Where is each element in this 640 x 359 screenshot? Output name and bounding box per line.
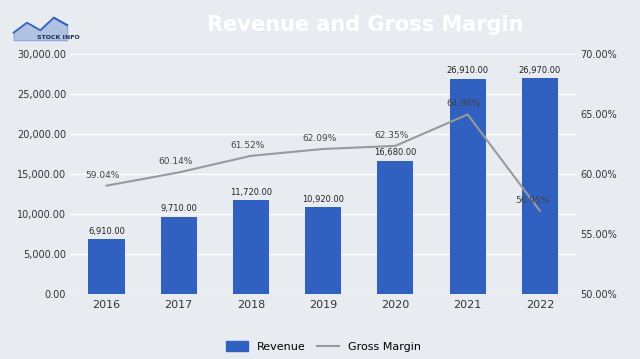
Text: 11,720.00: 11,720.00 <box>230 188 272 197</box>
Legend: Revenue, Gross Margin: Revenue, Gross Margin <box>221 337 425 356</box>
Bar <box>233 200 269 294</box>
Bar <box>88 239 125 294</box>
Bar <box>522 78 558 294</box>
Bar <box>161 216 197 294</box>
Bar <box>305 207 341 294</box>
Text: 10,920.00: 10,920.00 <box>302 195 344 204</box>
Text: 6,910.00: 6,910.00 <box>88 227 125 236</box>
Text: 61.52%: 61.52% <box>230 141 264 150</box>
Text: 56.95%: 56.95% <box>515 196 550 205</box>
Text: Revenue and Gross Margin: Revenue and Gross Margin <box>207 15 523 35</box>
Text: 9,710.00: 9,710.00 <box>160 204 197 213</box>
Text: 64.96%: 64.96% <box>447 99 481 108</box>
Text: 16,680.00: 16,680.00 <box>374 148 417 158</box>
Text: 59.04%: 59.04% <box>86 171 120 180</box>
Text: 62.09%: 62.09% <box>303 134 337 143</box>
Text: STOCK INFO: STOCK INFO <box>37 35 79 40</box>
Bar <box>450 79 486 294</box>
Text: 62.35%: 62.35% <box>374 131 409 140</box>
Text: 60.14%: 60.14% <box>158 157 192 167</box>
Text: 26,910.00: 26,910.00 <box>447 66 489 75</box>
Text: 26,970.00: 26,970.00 <box>519 66 561 75</box>
Bar <box>378 160 413 294</box>
